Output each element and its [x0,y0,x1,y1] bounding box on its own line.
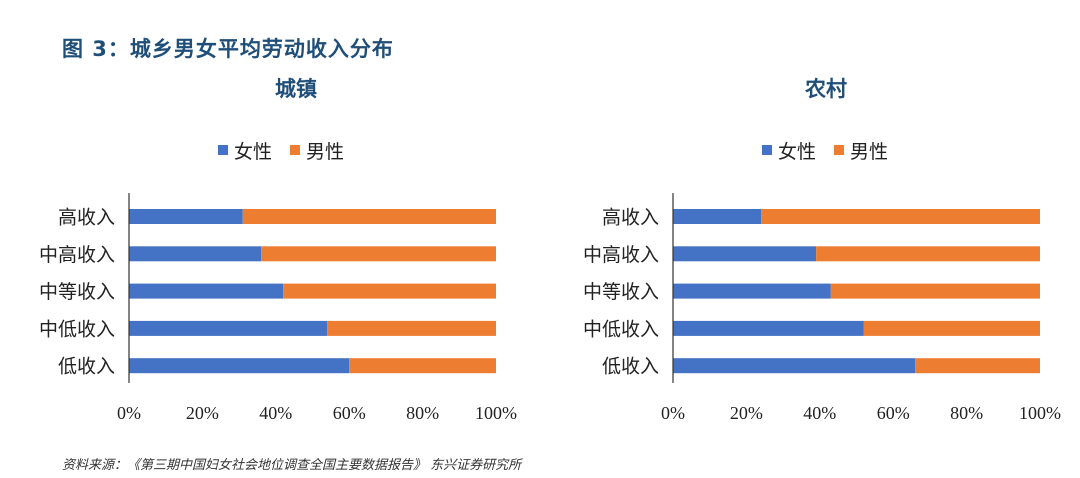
panel-title: 城镇 [275,77,317,101]
x-tick-label: 40% [803,403,836,423]
legend-swatch-1 [834,145,844,155]
legend-swatch-0 [218,145,228,155]
legend-label-1: 男性 [850,141,888,163]
bar-female-0 [129,209,243,224]
legend-label-1: 男性 [306,141,344,163]
bar-male-4 [915,358,1040,374]
bar-male-1 [816,246,1040,262]
x-tick-label: 20% [730,403,763,423]
bar-female-3 [673,320,864,336]
x-tick-label: 80% [950,403,983,423]
bar-male-3 [863,320,1040,336]
category-label: 中低收入 [583,318,659,340]
category-label: 中高收入 [39,244,115,266]
x-tick-label: 100% [475,403,517,423]
legend-label-0: 女性 [234,141,272,163]
bar-female-1 [129,246,262,262]
bar-male-4 [349,358,496,374]
category-label: 高收入 [58,207,115,229]
legend-swatch-0 [762,145,772,155]
x-tick-label: 60% [333,403,366,423]
bar-female-4 [673,358,916,374]
legend-label-0: 女性 [778,141,816,163]
bar-female-2 [129,283,284,299]
x-tick-label: 0% [117,403,141,423]
category-label: 低收入 [58,356,115,378]
bar-male-2 [283,283,496,299]
category-label: 中等收入 [583,281,659,303]
bar-male-1 [261,246,496,262]
panel-title: 农村 [804,77,847,101]
x-tick-label: 60% [877,403,910,423]
category-label: 低收入 [602,356,659,378]
category-label: 中高收入 [583,244,659,266]
x-tick-label: 0% [661,403,685,423]
bar-female-2 [673,283,831,299]
bar-female-3 [129,320,328,336]
bar-male-3 [327,320,496,336]
figure-title: 图 3：城乡男女平均劳动收入分布 [62,37,394,61]
category-label: 中低收入 [39,318,115,340]
x-tick-label: 20% [186,403,219,423]
bar-female-4 [129,358,350,374]
bar-female-1 [673,246,817,262]
x-tick-label: 40% [259,403,292,423]
bar-male-0 [242,209,496,224]
bar-female-0 [673,209,762,224]
bar-male-0 [761,209,1040,224]
legend-swatch-1 [290,145,300,155]
x-tick-label: 100% [1019,403,1061,423]
category-label: 中等收入 [39,281,115,303]
category-label: 高收入 [602,207,659,229]
source-note: 资料来源：《第三期中国妇女社会地位调查全国主要数据报告》 东兴证券研究所 [62,458,522,473]
bar-male-2 [830,283,1040,299]
x-tick-label: 80% [406,403,439,423]
